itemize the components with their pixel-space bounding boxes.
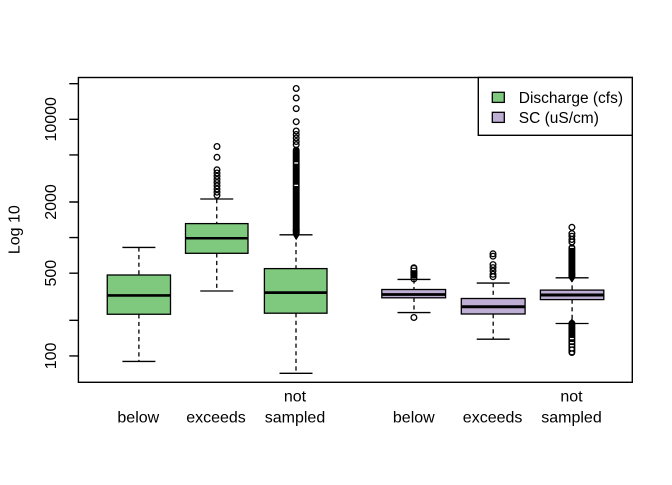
svg-text:10000: 10000 bbox=[43, 97, 60, 142]
svg-text:100: 100 bbox=[43, 342, 60, 369]
svg-text:sampled: sampled bbox=[541, 410, 601, 427]
svg-text:not: not bbox=[560, 389, 583, 406]
svg-text:sampled: sampled bbox=[265, 410, 325, 427]
svg-text:exceeds: exceeds bbox=[186, 410, 246, 427]
svg-text:below: below bbox=[393, 410, 435, 427]
svg-text:2000: 2000 bbox=[43, 184, 60, 220]
svg-text:Log 10: Log 10 bbox=[7, 205, 24, 254]
svg-text:SC (uS/cm): SC (uS/cm) bbox=[519, 110, 599, 127]
svg-text:exceeds: exceeds bbox=[463, 410, 523, 427]
svg-text:Discharge (cfs): Discharge (cfs) bbox=[519, 90, 623, 107]
svg-text:below: below bbox=[117, 410, 159, 427]
svg-text:500: 500 bbox=[43, 260, 60, 287]
svg-text:not: not bbox=[284, 389, 307, 406]
